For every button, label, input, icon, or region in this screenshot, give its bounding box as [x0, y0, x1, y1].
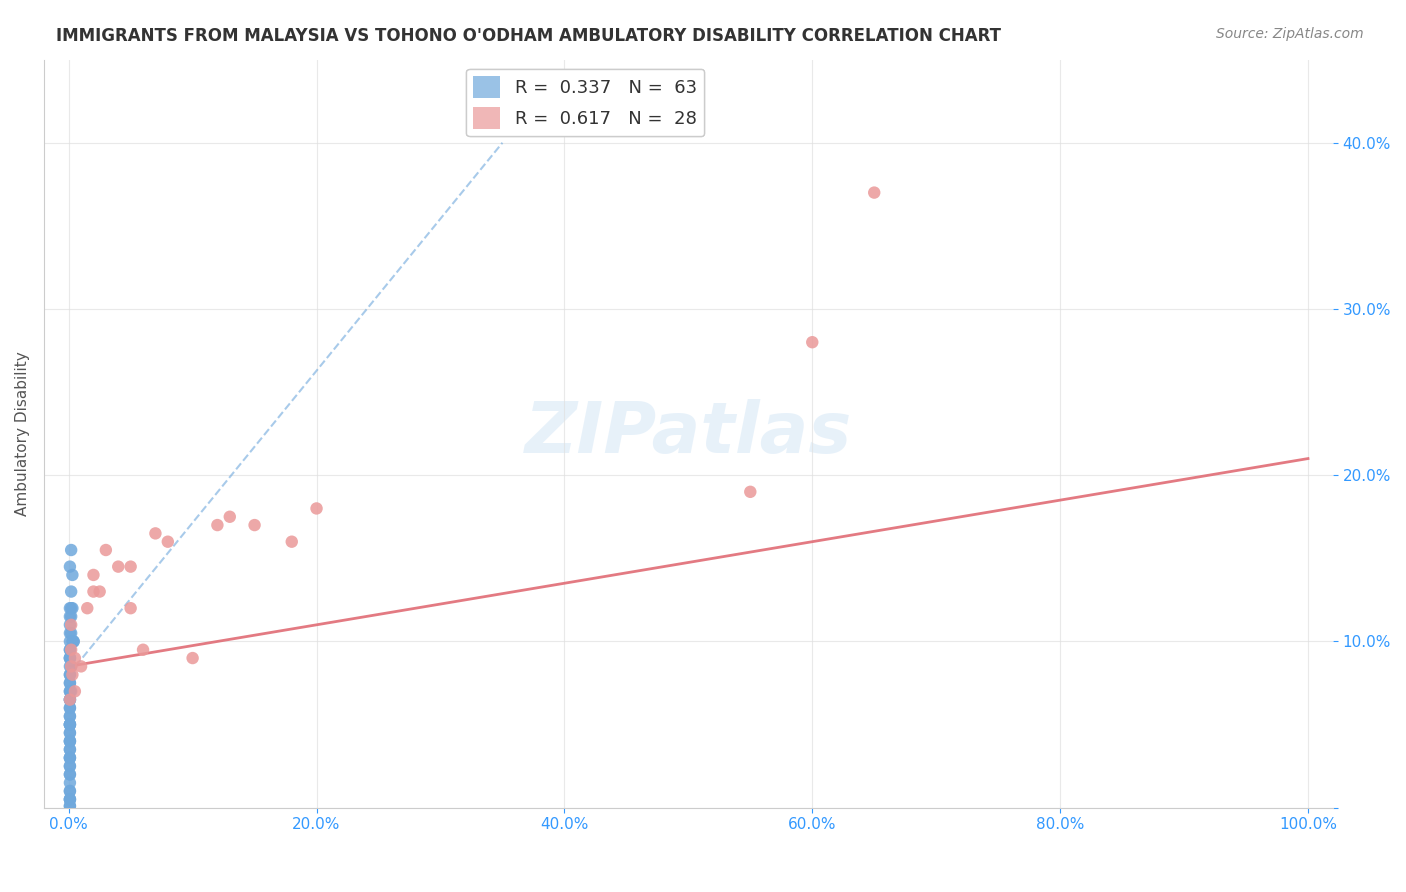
Point	[59, 734, 82, 748]
Point	[59, 701, 82, 715]
Point	[243, 518, 266, 533]
Point	[76, 601, 98, 615]
Point	[62, 634, 84, 648]
Point	[59, 799, 82, 814]
Point	[59, 684, 82, 698]
Point	[59, 667, 82, 681]
Point	[59, 734, 82, 748]
Point	[59, 717, 82, 731]
Point	[863, 186, 886, 200]
Point	[60, 626, 83, 640]
Point	[60, 568, 83, 582]
Point	[59, 751, 82, 765]
Point	[59, 559, 82, 574]
Text: ZIPatlas: ZIPatlas	[524, 399, 852, 468]
Point	[801, 335, 824, 350]
Point	[305, 501, 328, 516]
Point	[59, 692, 82, 706]
Point	[59, 717, 82, 731]
Point	[281, 534, 304, 549]
Point	[120, 559, 142, 574]
Point	[59, 692, 82, 706]
Point	[60, 543, 83, 558]
Point	[59, 751, 82, 765]
Point	[59, 751, 82, 765]
Point	[145, 526, 167, 541]
Point	[63, 651, 86, 665]
Point	[82, 568, 104, 582]
Point	[181, 651, 204, 665]
Point	[60, 609, 83, 624]
Point	[59, 634, 82, 648]
Point	[59, 626, 82, 640]
Point	[59, 799, 82, 814]
Point	[59, 784, 82, 798]
Point	[82, 584, 104, 599]
Point	[156, 534, 179, 549]
Point	[60, 642, 83, 657]
Point	[59, 651, 82, 665]
Point	[120, 601, 142, 615]
Point	[60, 659, 83, 673]
Point	[59, 642, 82, 657]
Point	[59, 767, 82, 781]
Point	[59, 601, 82, 615]
Point	[62, 634, 84, 648]
Point	[740, 484, 762, 499]
Point	[59, 709, 82, 723]
Point	[59, 651, 82, 665]
Point	[60, 667, 83, 681]
Point	[59, 742, 82, 756]
Point	[59, 784, 82, 798]
Point	[59, 792, 82, 806]
Point	[107, 559, 129, 574]
Point	[63, 684, 86, 698]
Point	[59, 642, 82, 657]
Point	[59, 667, 82, 681]
Point	[59, 759, 82, 773]
Y-axis label: Ambulatory Disability: Ambulatory Disability	[15, 351, 30, 516]
Point	[94, 543, 117, 558]
Point	[60, 634, 83, 648]
Point	[60, 584, 83, 599]
Point	[60, 684, 83, 698]
Text: Source: ZipAtlas.com: Source: ZipAtlas.com	[1216, 27, 1364, 41]
Point	[132, 642, 155, 657]
Point	[59, 609, 82, 624]
Point	[59, 759, 82, 773]
Point	[59, 659, 82, 673]
Point	[59, 742, 82, 756]
Point	[59, 709, 82, 723]
Point	[59, 726, 82, 740]
Point	[59, 734, 82, 748]
Point	[59, 676, 82, 690]
Text: IMMIGRANTS FROM MALAYSIA VS TOHONO O'ODHAM AMBULATORY DISABILITY CORRELATION CHA: IMMIGRANTS FROM MALAYSIA VS TOHONO O'ODH…	[56, 27, 1001, 45]
Point	[60, 601, 83, 615]
Point	[59, 717, 82, 731]
Point	[59, 617, 82, 632]
Point	[59, 692, 82, 706]
Point	[59, 776, 82, 790]
Point	[59, 792, 82, 806]
Point	[59, 717, 82, 731]
Point	[60, 617, 83, 632]
Point	[89, 584, 111, 599]
Point	[59, 651, 82, 665]
Point	[59, 701, 82, 715]
Point	[59, 684, 82, 698]
Point	[218, 509, 240, 524]
Point	[59, 767, 82, 781]
Point	[59, 676, 82, 690]
Point	[207, 518, 229, 533]
Point	[60, 659, 83, 673]
Point	[59, 692, 82, 706]
Point	[59, 726, 82, 740]
Point	[70, 659, 93, 673]
Point	[60, 601, 83, 615]
Point	[59, 792, 82, 806]
Legend: R =  0.337   N =  63, R =  0.617   N =  28: R = 0.337 N = 63, R = 0.617 N = 28	[467, 69, 704, 136]
